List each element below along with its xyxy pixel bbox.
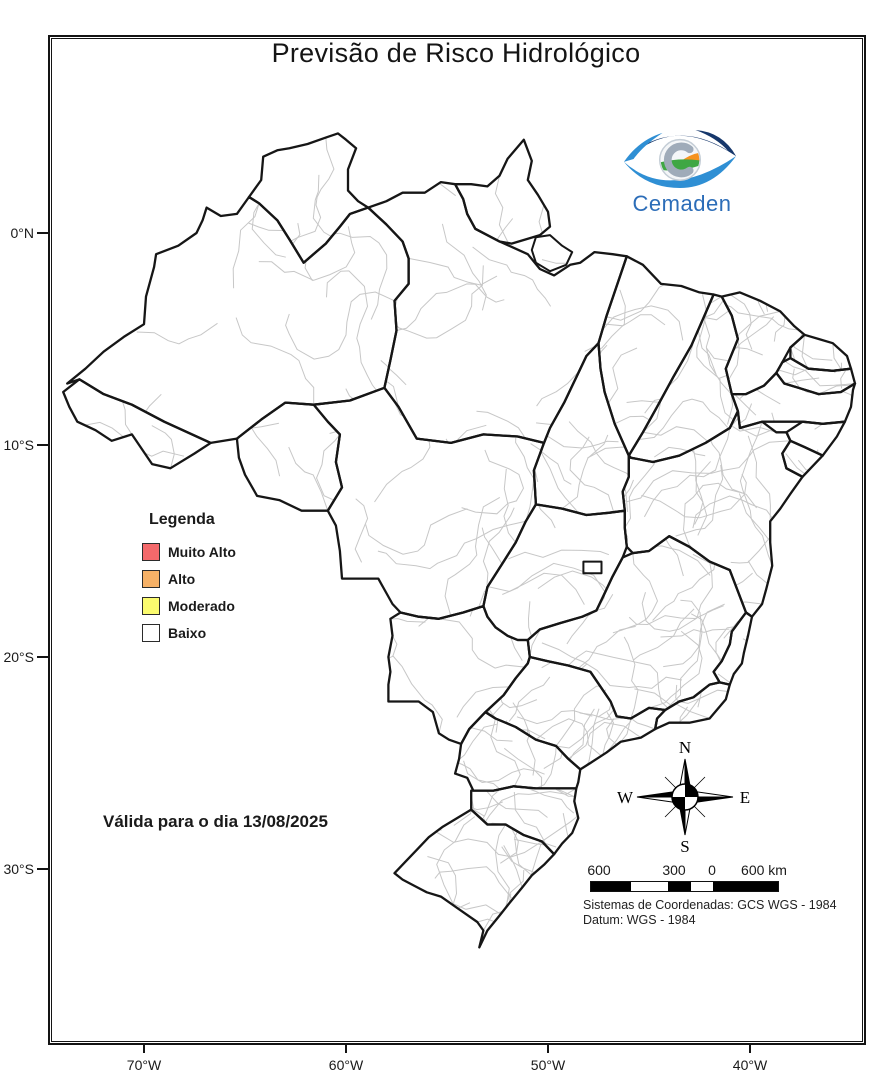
legend-label: Alto: [168, 571, 196, 587]
municipal-boundaries-MJ: [531, 235, 573, 272]
scale-bar-label: 600: [587, 862, 611, 878]
legend-item: Baixo: [142, 624, 292, 642]
cemaden-logo-icon: [623, 129, 737, 188]
state-boundary-AP: [453, 138, 552, 245]
state-boundary-GO: [482, 503, 628, 642]
x-axis-tick-label: 60°W: [328, 1057, 364, 1073]
scale-bar-cell: [631, 882, 668, 891]
municipal-boundaries-RN: [790, 334, 851, 371]
scale-bar-label: 300: [662, 862, 686, 878]
compass-south-label: S: [680, 837, 689, 856]
scale-bar-cell: [668, 882, 691, 891]
crs-line-1: Sistemas de Coordenadas: GCS WGS - 1984: [583, 898, 837, 912]
legend-title: Legenda: [149, 511, 215, 528]
x-axis-tick: [143, 1043, 145, 1053]
crs-note: Sistemas de Coordenadas: GCS WGS - 1984 …: [583, 898, 837, 928]
scale-bar-cell: [591, 882, 631, 891]
legend-swatch: [142, 597, 160, 615]
state-boundary-MJ: [530, 234, 574, 273]
legend-item: Moderado: [142, 597, 292, 615]
legend-label: Baixo: [168, 625, 207, 641]
scale-bar-cell: [691, 882, 713, 891]
x-axis-tick-label: 40°W: [732, 1057, 768, 1073]
legend-swatch: [142, 570, 160, 588]
x-axis-tick: [345, 1043, 347, 1053]
y-axis-tick-label: 20°S: [3, 649, 34, 665]
legend-swatch: [142, 543, 160, 561]
y-axis-tick-label: 0°N: [10, 225, 35, 241]
state-boundary-DF: [582, 560, 603, 575]
legend-label: Moderado: [168, 598, 235, 614]
scale-bar-label: 0: [708, 862, 716, 878]
y-axis-tick: [37, 444, 48, 446]
y-axis-tick: [37, 232, 48, 234]
validity-note: Válida para o dia 13/08/2025: [103, 812, 328, 831]
scale-bar-label: 600 km: [741, 862, 787, 878]
legend-swatch: [142, 624, 160, 642]
compass-west-label: W: [617, 788, 634, 807]
state-boundary-RR: [247, 132, 370, 264]
y-axis-tick: [37, 868, 48, 870]
crs-line-2: Datum: WGS - 1984: [583, 913, 696, 927]
compass-north-label: N: [679, 738, 691, 757]
x-axis-tick-label: 50°W: [530, 1057, 566, 1073]
y-axis-tick-label: 30°S: [3, 861, 34, 877]
scale-bar: 600 300 0 600 km: [587, 862, 787, 892]
y-axis-tick-label: 10°S: [3, 437, 34, 453]
legend-item: Alto: [142, 570, 292, 588]
x-axis-tick: [547, 1043, 549, 1053]
scale-bar-cell: [713, 882, 778, 891]
legend-item: Muito Alto: [142, 543, 292, 561]
page-title: Previsão de Risco Hidrológico: [271, 38, 641, 68]
legend-label: Muito Alto: [168, 544, 236, 560]
cemaden-logo-text: Cemaden: [632, 191, 732, 216]
compass-rose-icon: N S E W: [617, 738, 750, 856]
x-axis-tick-label: 70°W: [126, 1057, 162, 1073]
compass-east-label: E: [740, 788, 750, 807]
y-axis-tick: [37, 656, 48, 658]
state-boundary-RS: [393, 808, 556, 949]
x-axis-tick: [749, 1043, 751, 1053]
